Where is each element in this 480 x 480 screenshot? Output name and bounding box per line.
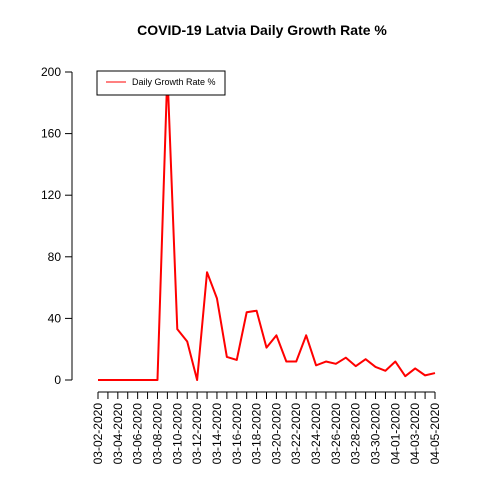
x-axis: 03-02-2020 03-04-2020 03-06-2020 03-08-2020… [91, 391, 442, 465]
x-tick-label: 03-22-2020 [289, 403, 303, 465]
legend-label: Daily Growth Rate % [132, 77, 216, 87]
x-tick-label: 04-05-2020 [428, 403, 442, 465]
x-tick-label: 03-12-2020 [190, 403, 204, 465]
y-axis: 0 40 80 120 160 200 [41, 65, 73, 387]
x-tick-label: 03-18-2020 [250, 403, 264, 465]
x-tick-label: 03-26-2020 [329, 403, 343, 465]
x-tick-label: 03-30-2020 [369, 403, 383, 465]
x-tick-label: 03-16-2020 [230, 403, 244, 465]
x-tick-label: 03-14-2020 [210, 403, 224, 465]
y-tick-label: 160 [41, 127, 61, 141]
legend: Daily Growth Rate % [96, 70, 226, 96]
x-tick-label: 03-04-2020 [111, 403, 125, 465]
x-tick-label: 03-06-2020 [131, 403, 145, 465]
x-tick-label: 03-24-2020 [309, 403, 323, 465]
series-layer [97, 71, 436, 381]
y-tick-label: 80 [48, 250, 62, 264]
x-tick-label: 03-28-2020 [349, 403, 363, 465]
x-tick-label: 03-10-2020 [170, 403, 184, 465]
y-tick-label: 0 [54, 373, 61, 387]
x-tick-label: 03-20-2020 [269, 403, 283, 465]
x-tick-label: 03-02-2020 [91, 403, 105, 465]
y-tick-label: 120 [41, 188, 61, 202]
x-tick-label: 04-01-2020 [388, 403, 402, 465]
x-tick-label: 04-03-2020 [408, 403, 422, 465]
y-tick-label: 40 [48, 311, 62, 325]
series-line [98, 71, 436, 381]
x-tick-label: 03-08-2020 [150, 403, 164, 465]
y-tick-label: 200 [41, 65, 61, 79]
chart-title: COVID-19 Latvia Daily Growth Rate % [137, 22, 387, 38]
legend-box [96, 70, 226, 96]
